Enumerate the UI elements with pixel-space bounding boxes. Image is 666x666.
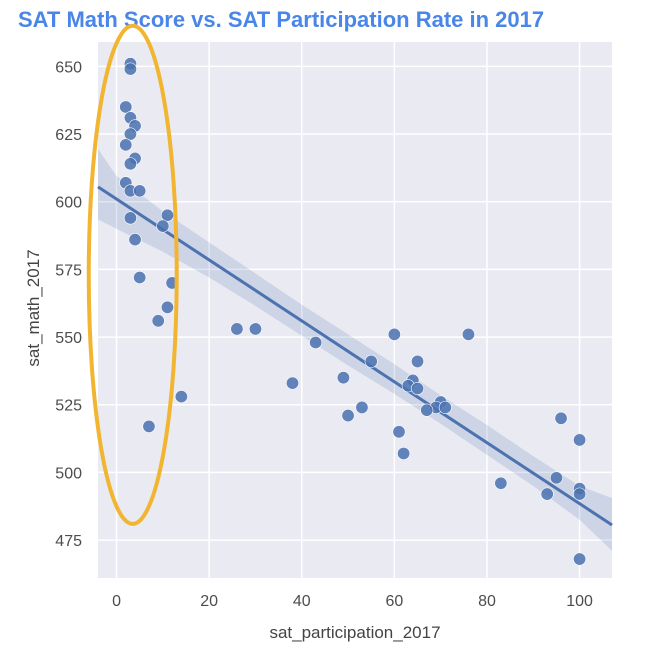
scatter-point xyxy=(554,411,568,425)
scatter-point xyxy=(461,327,475,341)
x-tick-label: 20 xyxy=(200,593,218,610)
highlight-ellipse xyxy=(86,23,179,526)
scatter-point xyxy=(123,211,137,225)
regression-line-layer xyxy=(97,185,613,527)
scatter-point xyxy=(392,425,406,439)
scatter-point xyxy=(549,471,563,485)
y-tick-label: 600 xyxy=(55,195,82,212)
scatter-point xyxy=(123,62,137,76)
y-axis-label: sat_math_2017 xyxy=(24,249,43,366)
x-tick-label: 80 xyxy=(478,593,496,610)
scatter-point xyxy=(128,233,142,247)
plot-background xyxy=(98,42,612,578)
grid-lines xyxy=(98,42,612,578)
scatter-point xyxy=(123,157,137,171)
x-tick-label: 0 xyxy=(112,593,121,610)
scatter-point xyxy=(573,487,587,501)
x-tick-label: 40 xyxy=(293,593,311,610)
regression-line xyxy=(97,185,613,527)
scatter-point xyxy=(336,371,350,385)
scatter-point xyxy=(133,271,147,285)
scatter-point xyxy=(156,219,170,233)
scatter-point xyxy=(411,354,425,368)
y-tick-label: 525 xyxy=(55,398,82,415)
data-points xyxy=(119,57,587,566)
scatter-point xyxy=(438,400,452,414)
scatter-point xyxy=(364,354,378,368)
y-tick-label: 625 xyxy=(55,127,82,144)
scatter-point xyxy=(142,419,156,433)
x-axis-label: sat_participation_2017 xyxy=(269,623,440,642)
scatter-point xyxy=(355,400,369,414)
scatter-point xyxy=(341,409,355,423)
scatter-point xyxy=(119,100,133,114)
tick-labels: 0 20 40 60 80 100 475 500 525 550 575 600 625 650 xyxy=(55,59,593,610)
scatter-point xyxy=(133,184,147,198)
scatter-point xyxy=(573,433,587,447)
y-tick-label: 475 xyxy=(55,533,82,550)
scatter-point xyxy=(151,314,165,328)
highlight-layer xyxy=(86,23,179,526)
x-tick-label: 60 xyxy=(385,593,403,610)
confidence-band-layer xyxy=(98,148,612,551)
scatter-point xyxy=(540,487,554,501)
scatter-point xyxy=(123,127,137,141)
x-tick-label: 100 xyxy=(566,593,593,610)
y-tick-label: 550 xyxy=(55,330,82,347)
scatter-point xyxy=(230,322,244,336)
y-tick-label: 500 xyxy=(55,465,82,482)
y-tick-label: 575 xyxy=(55,262,82,279)
chart-title: SAT Math Score vs. SAT Participation Rat… xyxy=(18,7,545,32)
scatter-point xyxy=(248,322,262,336)
scatter-point xyxy=(174,390,188,404)
scatter-point xyxy=(494,476,508,490)
scatter-point xyxy=(285,376,299,390)
scatter-point xyxy=(411,382,425,396)
scatter-point xyxy=(420,403,434,417)
scatter-point xyxy=(573,552,587,566)
y-tick-label: 650 xyxy=(55,59,82,76)
confidence-band xyxy=(98,148,612,551)
scatter-point xyxy=(397,446,411,460)
scatter-point xyxy=(119,138,133,152)
scatter-point xyxy=(160,300,174,314)
scatter-point xyxy=(387,327,401,341)
scatter-point xyxy=(309,335,323,349)
